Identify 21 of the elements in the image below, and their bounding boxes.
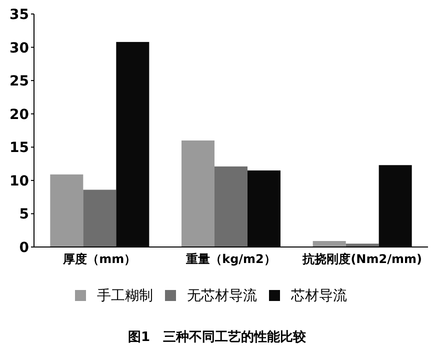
y-tick-label: 10	[10, 173, 30, 190]
y-tick-label: 15	[10, 140, 29, 156]
x-tick-label: 抗挠刚度(Nm2/mm)	[302, 252, 422, 266]
bar	[83, 190, 116, 247]
y-tick-label: 25	[10, 74, 29, 90]
x-tick-label: 重量（kg/m2）	[185, 252, 276, 266]
bar	[312, 241, 346, 247]
text: 图1 三种不同工艺的性能比较	[128, 329, 308, 345]
y-tick-label: 35	[10, 7, 29, 23]
bar	[214, 166, 248, 247]
y-tick-label: 20	[10, 106, 30, 123]
legend-label: 手工糊制	[97, 288, 153, 304]
x-tick-label: 厚度（mm）	[62, 252, 136, 266]
bar	[50, 174, 84, 247]
y-tick-label: 30	[10, 40, 30, 56]
legend-label: 无芯材导流	[187, 288, 257, 304]
bar	[182, 140, 214, 247]
y-tick-label: 0	[19, 240, 30, 256]
bar	[346, 244, 379, 247]
y-tick-label: 5	[19, 206, 29, 223]
legend-label: 芯材导流	[290, 288, 347, 304]
